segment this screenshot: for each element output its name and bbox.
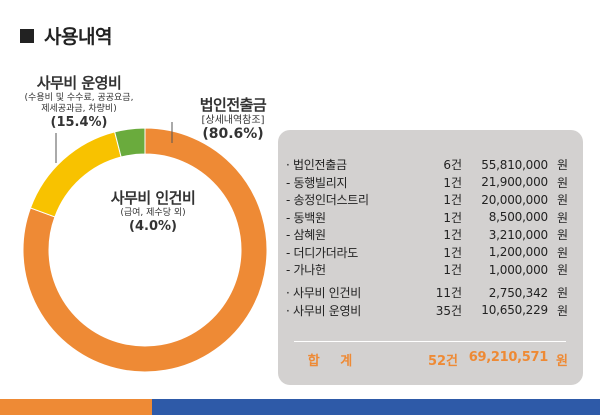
row-unit: 원	[556, 158, 568, 173]
row-name: · 사무비 인건비	[286, 286, 361, 301]
list-item: - 가나헌 1건 1,000,000 원	[286, 261, 576, 279]
detail-rows: · 법인전출금 6건 55,810,000 원 - 동행빌리지 1건 21,900,000 원…	[286, 156, 576, 279]
row-count: 1건	[443, 228, 462, 243]
detail-panel: · 법인전출금 6건 55,810,000 원 - 동행빌리지 1건 21,900,000 원…	[278, 130, 583, 385]
detail-rows-office: · 사무비 인건비 11건 2,750,342 원 · 사무비 운영비 35건 10,650…	[286, 284, 576, 319]
label-opex: 사무비 운영비 (수용비 및 수수료, 공공요금, 제세공과금, 차량비) (1…	[4, 72, 154, 130]
list-item: - 삼혜원 1건 3,210,000 원	[286, 226, 576, 244]
row-unit: 원	[556, 210, 568, 225]
donut-slice-2	[114, 127, 146, 158]
total-count: 52건	[427, 354, 458, 369]
list-item: - 더디가더라도 1건 1,200,000 원	[286, 244, 576, 262]
list-item: · 법인전출금 6건 55,810,000 원	[286, 156, 576, 174]
label-labor-name: 사무비 인건비	[110, 189, 196, 207]
row-amount: 20,000,000	[481, 192, 548, 207]
label-opex-pct: (15.4%)	[50, 115, 108, 130]
list-item: - 동백원 1건 8,500,000 원	[286, 209, 576, 227]
row-amount: 1,000,000	[488, 262, 548, 277]
row-name: - 동백원	[286, 210, 326, 225]
row-amount: 55,810,000	[481, 157, 548, 172]
row-unit: 원	[556, 175, 568, 190]
row-unit: 원	[556, 228, 568, 243]
row-name: · 법인전출금	[286, 158, 347, 173]
row-name: · 사무비 운영비	[286, 303, 361, 318]
row-count: 1건	[443, 245, 462, 260]
label-transfer-name: 법인전출금	[199, 96, 267, 114]
panel-divider	[294, 341, 566, 342]
page-title-block: 사용내역	[20, 22, 112, 49]
label-labor-pct: (4.0%)	[129, 219, 177, 234]
row-name: - 송정인더스트리	[286, 193, 369, 208]
label-opex-sub1: (수용비 및 수수료, 공공요금,	[24, 93, 134, 103]
row-name: - 삼혜원	[286, 228, 326, 243]
row-name: - 더디가더라도	[286, 245, 358, 260]
row-amount: 10,650,229	[481, 303, 548, 318]
row-count: 1건	[443, 263, 462, 278]
row-unit: 원	[556, 286, 568, 301]
row-amount: 2,750,342	[488, 285, 548, 300]
row-unit: 원	[556, 303, 568, 318]
page-title: 사용내역	[44, 26, 112, 48]
label-transfer-pct: (80.6%)	[202, 126, 264, 142]
row-unit: 원	[556, 245, 568, 260]
footer-bar-orange	[0, 399, 152, 415]
row-count: 1건	[443, 175, 462, 190]
label-transfer-sub: [상세내역참조]	[201, 115, 265, 126]
row-count: 6건	[443, 158, 462, 173]
total-unit: 원	[556, 354, 568, 369]
donut-slice-0	[22, 127, 268, 373]
total-amount: 69,210,571	[468, 350, 549, 365]
list-item: · 사무비 인건비 11건 2,750,342 원	[286, 284, 576, 302]
list-item: - 동행빌리지 1건 21,900,000 원	[286, 174, 576, 192]
row-name: - 동행빌리지	[286, 175, 348, 190]
label-opex-name: 사무비 운영비	[36, 74, 122, 92]
row-amount: 3,210,000	[488, 227, 548, 242]
label-opex-sub2: 제세공과금, 차량비)	[41, 104, 117, 114]
total-label: 합 계	[307, 354, 361, 369]
list-item: - 송정인더스트리 1건 20,000,000 원	[286, 191, 576, 209]
row-amount: 8,500,000	[488, 210, 548, 225]
row-unit: 원	[556, 193, 568, 208]
footer-bar-blue	[152, 399, 600, 415]
row-count: 1건	[443, 193, 462, 208]
row-amount: 21,900,000	[481, 175, 548, 190]
row-amount: 1,200,000	[488, 245, 548, 260]
title-square-icon	[20, 28, 34, 43]
list-item: · 사무비 운영비 35건 10,650,229 원	[286, 302, 576, 320]
row-count: 35건	[435, 303, 462, 318]
row-count: 1건	[443, 210, 462, 225]
label-transfer: 법인전출금 [상세내역참조] (80.6%)	[188, 94, 278, 142]
row-unit: 원	[556, 263, 568, 278]
total-row: 합 계 52건 69,210,571 원	[286, 350, 576, 369]
label-labor: 사무비 인건비 (급여, 제수당 외) (4.0%)	[98, 187, 208, 234]
row-count: 11건	[435, 286, 462, 301]
row-name: - 가나헌	[286, 263, 326, 278]
label-labor-sub: (급여, 제수당 외)	[120, 208, 186, 218]
